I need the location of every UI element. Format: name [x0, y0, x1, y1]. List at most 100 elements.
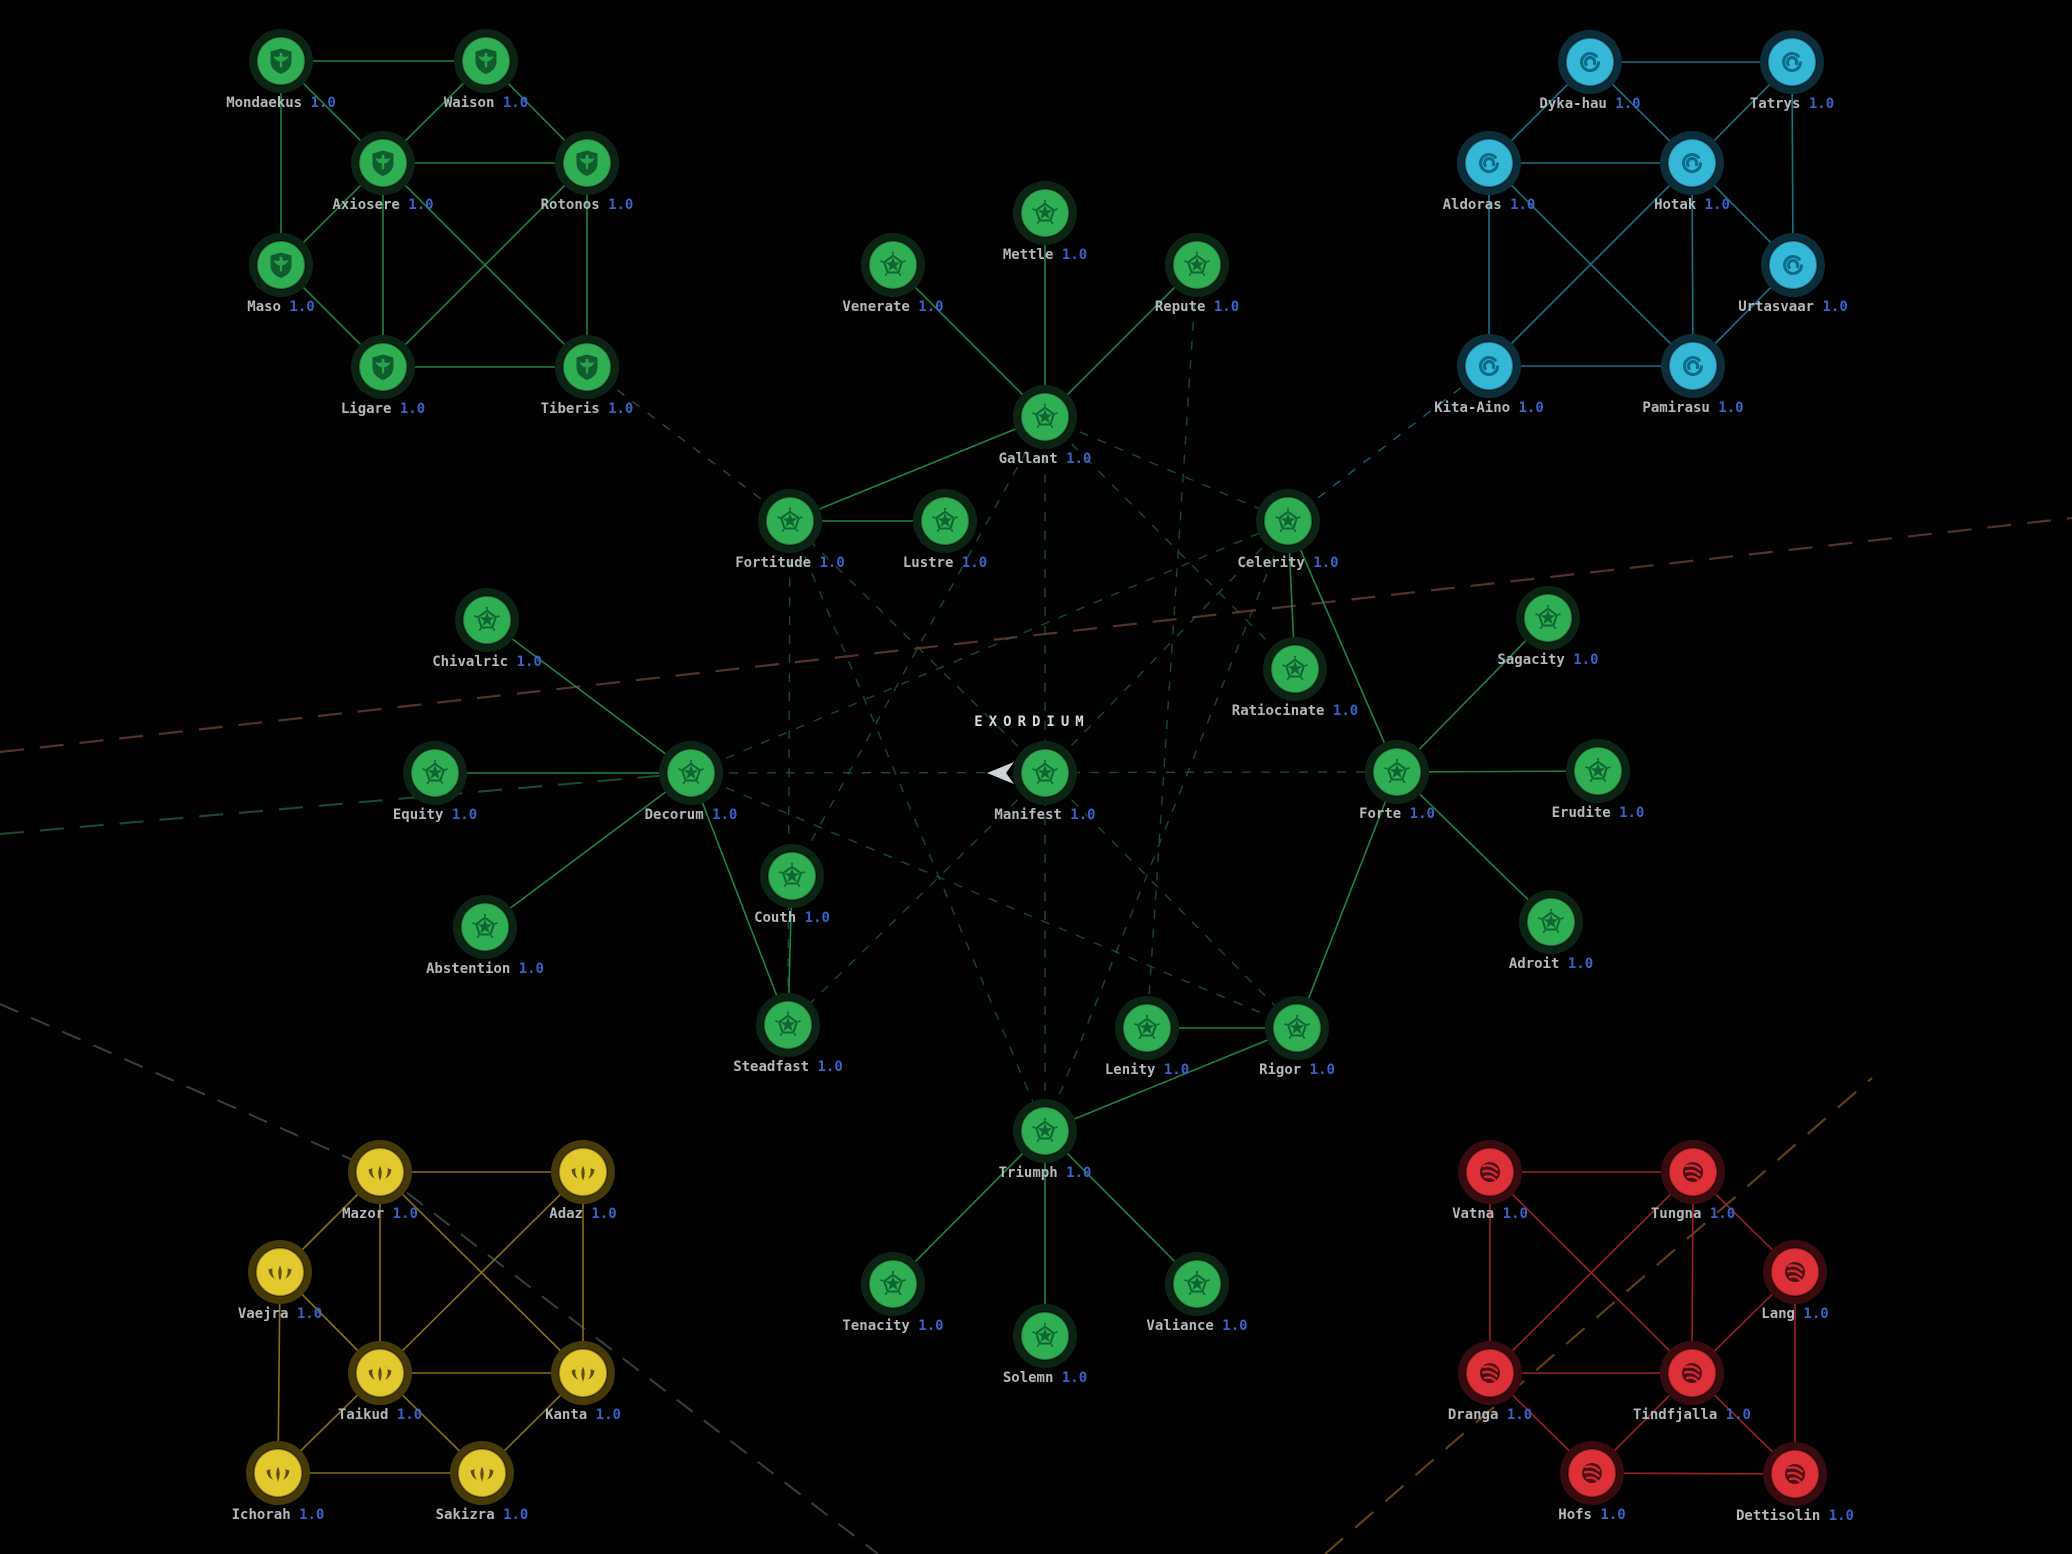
system-label: Gallant 1.0 [999, 451, 1092, 467]
system-node-fortitude[interactable] [758, 489, 822, 553]
system-node-taikud[interactable] [348, 1341, 412, 1405]
background-routes [0, 516, 2072, 1554]
system-node-mazor[interactable] [348, 1140, 412, 1204]
jump-line-dashed-concord [1044, 520, 1289, 1132]
system-node-dyka-hau[interactable] [1558, 30, 1622, 94]
system-label: Repute 1.0 [1155, 299, 1239, 315]
system-label: Abstention 1.0 [426, 961, 544, 977]
system-label: Pamirasu 1.0 [1642, 400, 1743, 416]
system-label: Steadfast 1.0 [733, 1059, 843, 1075]
long-route-green [0, 772, 692, 835]
system-label: Mettle 1.0 [1003, 247, 1087, 263]
system-node-lang[interactable] [1763, 1240, 1827, 1304]
system-node-axiosere[interactable] [351, 131, 415, 195]
system-node-adroit[interactable] [1519, 890, 1583, 954]
system-label: Urtasvaar 1.0 [1738, 299, 1848, 315]
system-node-rigor[interactable] [1265, 996, 1329, 1060]
system-name: Triumph [999, 1165, 1066, 1181]
security-status: 1.0 [1829, 1508, 1854, 1524]
system-node-valiance[interactable] [1165, 1252, 1229, 1316]
system-node-adaz[interactable] [551, 1140, 615, 1204]
system-name: Lenity [1105, 1062, 1164, 1078]
system-node-solemn[interactable] [1013, 1304, 1077, 1368]
system-node-vatna[interactable] [1458, 1140, 1522, 1204]
system-name: Equity [393, 807, 452, 823]
node-disc [1464, 341, 1514, 391]
system-node-hotak[interactable] [1660, 131, 1724, 195]
system-node-manifest[interactable] [1013, 741, 1077, 805]
jump-line-gallente [382, 162, 588, 368]
security-status: 1.0 [1310, 1062, 1335, 1078]
node-disc [1464, 138, 1514, 188]
system-node-ratiocinate[interactable] [1263, 637, 1327, 701]
jump-line-dashed-concord [690, 771, 1398, 774]
system-label: Lenity 1.0 [1105, 1062, 1189, 1078]
system-node-tatrys[interactable] [1760, 30, 1824, 94]
system-node-hofs[interactable] [1560, 1441, 1624, 1505]
system-node-aldoras[interactable] [1457, 131, 1521, 195]
system-node-vaejra[interactable] [248, 1240, 312, 1304]
system-node-sakizra[interactable] [450, 1441, 514, 1505]
system-node-abstention[interactable] [453, 895, 517, 959]
security-status: 1.0 [311, 95, 336, 111]
system-node-steadfast[interactable] [756, 993, 820, 1057]
security-status: 1.0 [712, 807, 737, 823]
system-node-lenity[interactable] [1115, 996, 1179, 1060]
system-node-sagacity[interactable] [1516, 586, 1580, 650]
node-disc [1768, 240, 1818, 290]
region-title: EXORDIUM [974, 714, 1089, 730]
system-node-dranga[interactable] [1458, 1341, 1522, 1405]
minmatar-faction-icon [1680, 1361, 1704, 1385]
system-label: Mazor 1.0 [342, 1206, 418, 1222]
security-status: 1.0 [1600, 1507, 1625, 1523]
system-label: Mondaekus 1.0 [226, 95, 336, 111]
system-node-gallant[interactable] [1013, 385, 1077, 449]
system-name: Decorum [645, 807, 712, 823]
system-node-mettle[interactable] [1013, 181, 1077, 245]
security-status: 1.0 [1066, 451, 1091, 467]
system-node-tenacity[interactable] [861, 1252, 925, 1316]
system-node-urtasvaar[interactable] [1761, 233, 1825, 297]
system-node-repute[interactable] [1165, 233, 1229, 297]
system-node-venerate[interactable] [861, 233, 925, 297]
system-node-couth[interactable] [760, 844, 824, 908]
system-node-maso[interactable] [249, 233, 313, 297]
system-label: Vaejra 1.0 [238, 1306, 322, 1322]
system-node-kita-aino[interactable] [1457, 334, 1521, 398]
system-node-kanta[interactable] [551, 1341, 615, 1405]
system-node-erudite[interactable] [1566, 739, 1630, 803]
security-status: 1.0 [1066, 1165, 1091, 1181]
system-name: Tenacity [842, 1318, 918, 1334]
system-node-tindfjalla[interactable] [1660, 1341, 1724, 1405]
jump-line-concord [1296, 771, 1398, 1029]
system-name: Mondaekus [226, 95, 310, 111]
jump-line-concord [1396, 617, 1549, 773]
system-node-equity[interactable] [403, 741, 467, 805]
system-node-chivalric[interactable] [455, 588, 519, 652]
system-node-mondaekus[interactable] [249, 29, 313, 93]
system-node-triumph[interactable] [1013, 1099, 1077, 1163]
system-node-pamirasu[interactable] [1661, 334, 1725, 398]
system-name: Adaz [549, 1206, 591, 1222]
system-node-tungna[interactable] [1661, 1140, 1725, 1204]
system-node-lustre[interactable] [913, 489, 977, 553]
system-label: Tenacity 1.0 [842, 1318, 943, 1334]
system-node-waison[interactable] [454, 29, 518, 93]
system-name: Kita-Aino [1434, 400, 1518, 416]
system-node-decorum[interactable] [659, 741, 723, 805]
system-node-ligare[interactable] [351, 335, 415, 399]
system-node-celerity[interactable] [1256, 489, 1320, 553]
jump-line-amarr [379, 1171, 584, 1374]
security-status: 1.0 [1214, 299, 1239, 315]
system-node-dettisolin[interactable] [1763, 1442, 1827, 1506]
minmatar-faction-icon [1580, 1461, 1604, 1485]
system-node-rotonos[interactable] [555, 131, 619, 195]
system-node-forte[interactable] [1365, 740, 1429, 804]
security-status: 1.0 [1510, 197, 1535, 213]
system-node-ichorah[interactable] [246, 1441, 310, 1505]
system-node-tiberis[interactable] [555, 335, 619, 399]
system-name: Lang [1761, 1306, 1803, 1322]
system-name: Dranga [1448, 1407, 1507, 1423]
system-name: Ratiocinate [1232, 703, 1333, 719]
